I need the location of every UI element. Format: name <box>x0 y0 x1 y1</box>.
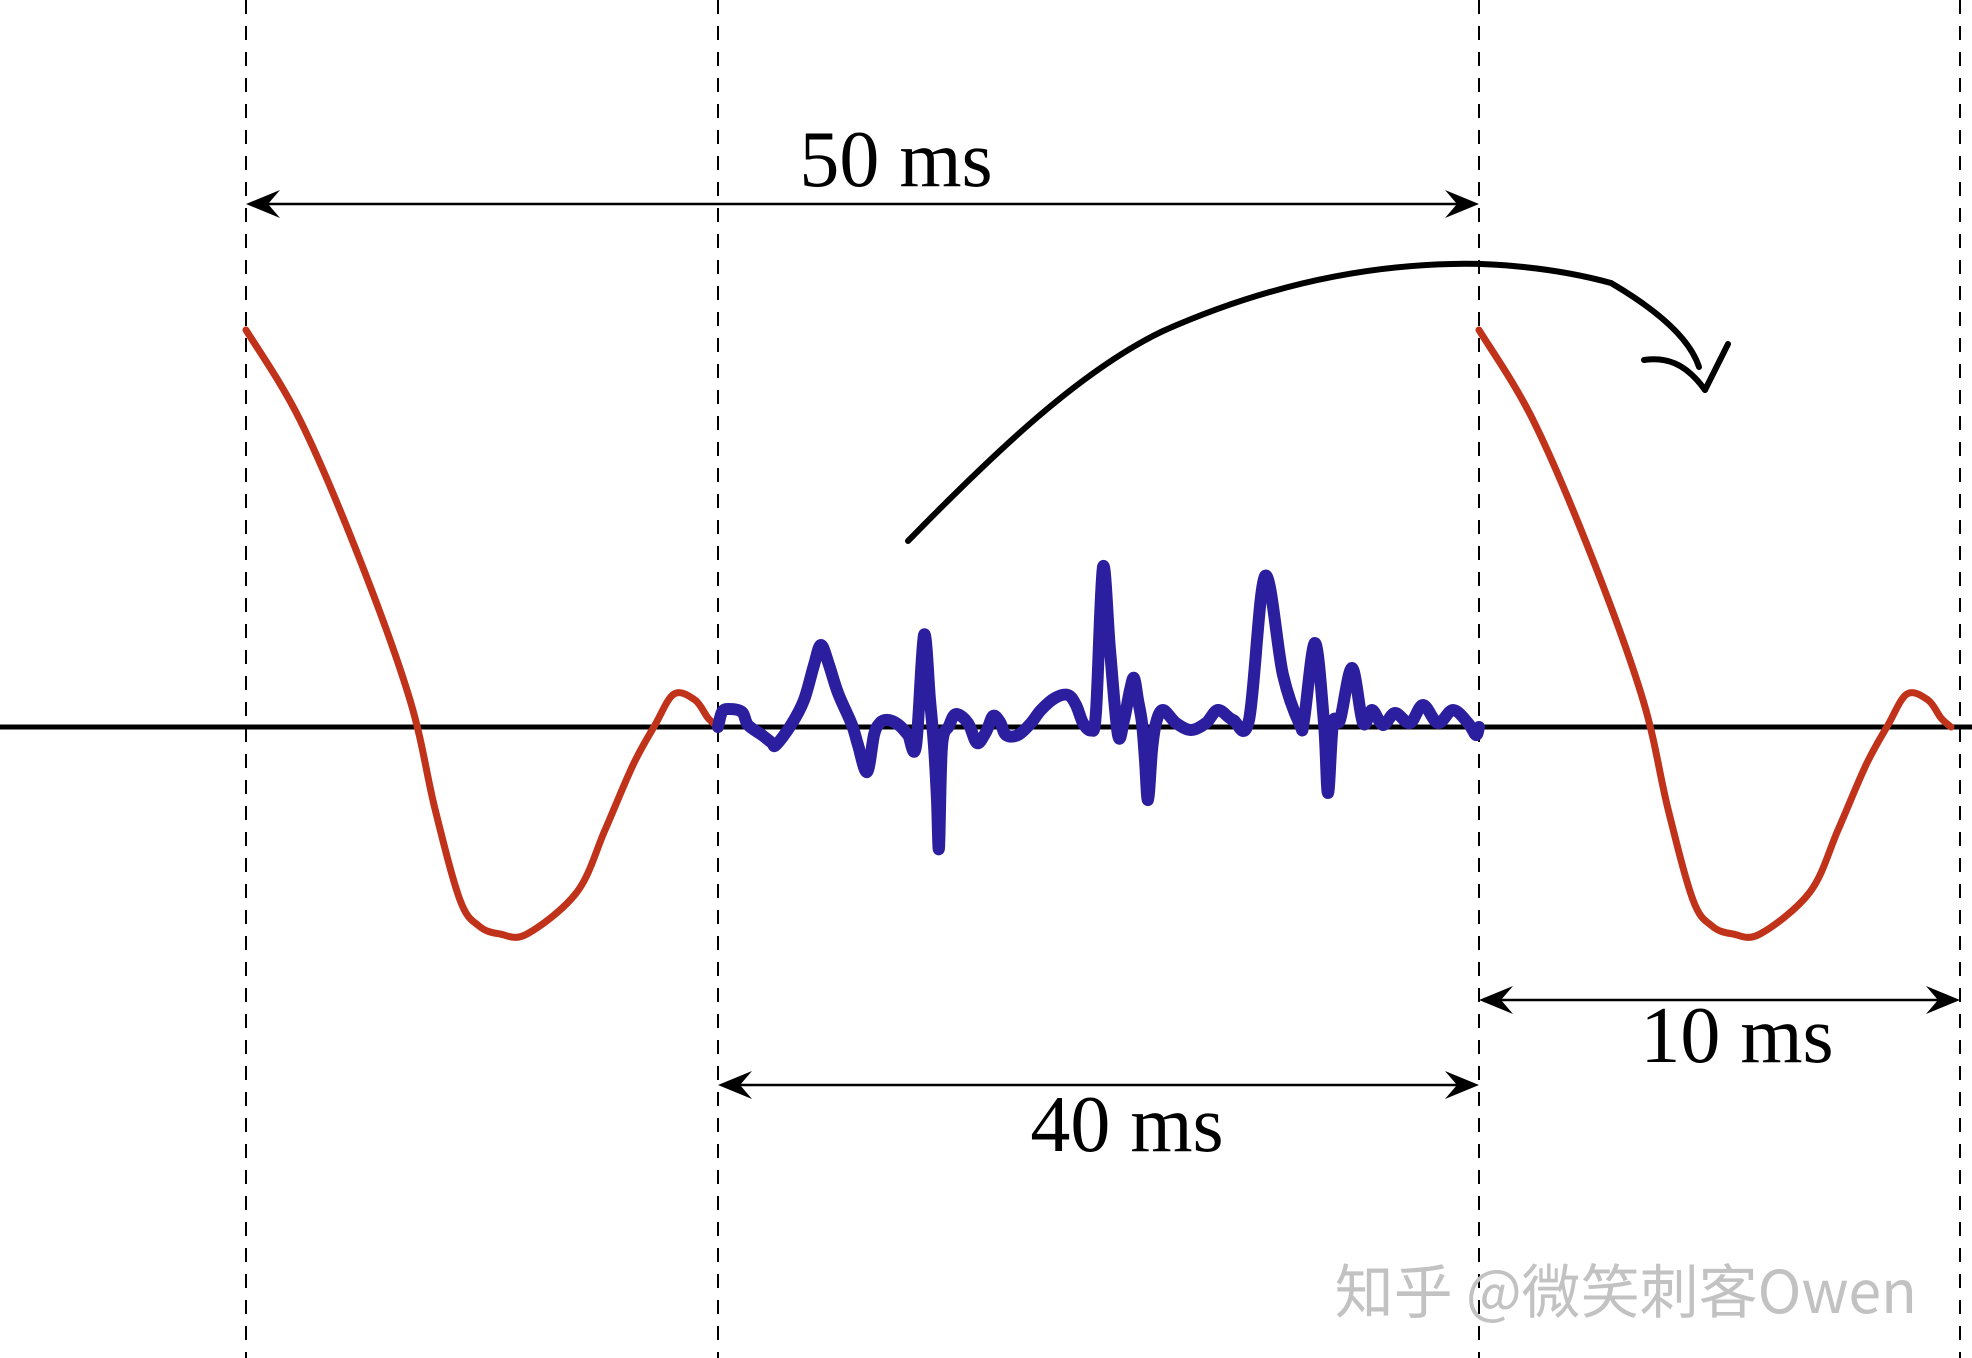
svg-text:10 ms: 10 ms <box>1640 992 1833 1080</box>
svg-text:知乎 @微笑刺客Owen: 知乎 @微笑刺客Owen <box>1335 1245 1917 1330</box>
svg-text:50 ms: 50 ms <box>799 116 992 204</box>
svg-text:40 ms: 40 ms <box>1030 1081 1223 1169</box>
